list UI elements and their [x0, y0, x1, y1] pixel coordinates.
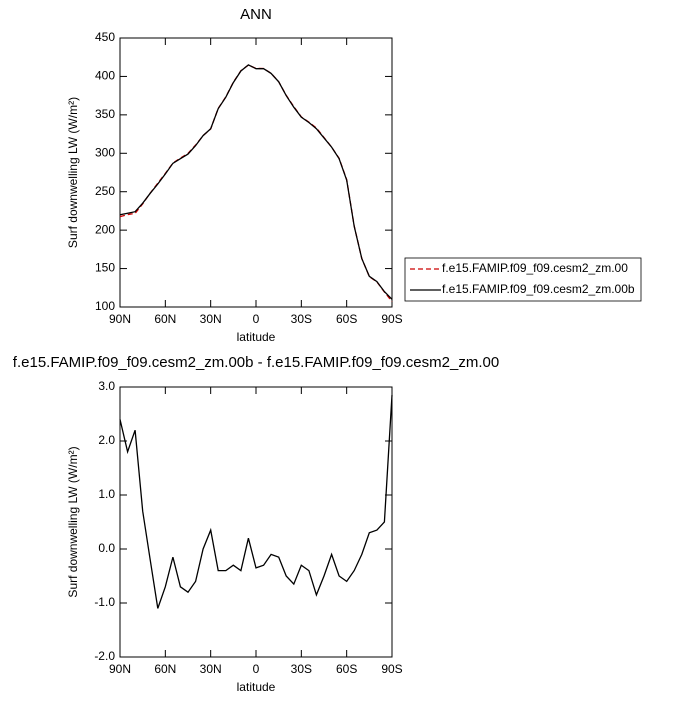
x-tick-label: 30S [291, 312, 312, 326]
y-tick-label: 1.0 [98, 487, 115, 501]
chart-title: ANN [240, 6, 272, 23]
y-tick-label: 300 [95, 145, 115, 159]
plot-frame [119, 37, 393, 308]
legend-label: f.e15.FAMIP.f09_f09.cesm2_zm.00 [442, 261, 628, 275]
y-tick-label: 350 [95, 107, 115, 121]
x-tick-label: 0 [253, 312, 260, 326]
legend-label: f.e15.FAMIP.f09_f09.cesm2_zm.00b [442, 282, 635, 296]
x-tick-label: 60N [154, 312, 176, 326]
x-tick-label: 30S [291, 662, 312, 676]
x-tick-label: 60S [336, 662, 357, 676]
data-line [119, 64, 393, 302]
y-tick-label: -2.0 [94, 649, 115, 663]
x-axis-label: latitude [237, 330, 276, 344]
x-tick-label: 90S [381, 312, 402, 326]
x-axis-label: latitude [237, 680, 276, 694]
y-tick-label: 450 [95, 30, 115, 44]
x-tick-label: 90S [381, 662, 402, 676]
chart-title: f.e15.FAMIP.f09_f09.cesm2_zm.00b - f.e15… [13, 354, 499, 371]
y-tick-label: 2.0 [98, 433, 115, 447]
data-line [119, 64, 393, 300]
y-tick-label: -1.0 [94, 595, 115, 609]
y-tick-label: 200 [95, 222, 115, 236]
y-tick-label: 400 [95, 69, 115, 83]
y-tick-label: 150 [95, 261, 115, 275]
y-tick-label: 3.0 [98, 379, 115, 393]
x-tick-label: 0 [253, 662, 260, 676]
y-tick-label: 0.0 [98, 541, 115, 555]
x-tick-label: 60S [336, 312, 357, 326]
x-tick-label: 60N [154, 662, 176, 676]
legend-box [404, 257, 642, 302]
x-tick-label: 90N [109, 662, 131, 676]
plot-frame [119, 386, 393, 658]
x-tick-label: 90N [109, 312, 131, 326]
data-line [119, 395, 393, 609]
y-tick-label: 250 [95, 184, 115, 198]
x-tick-label: 30N [200, 662, 222, 676]
y-axis-label: Surf downwelling LW (W/m²) [66, 446, 80, 597]
y-tick-label: 100 [95, 299, 115, 313]
x-tick-label: 30N [200, 312, 222, 326]
y-axis-label: Surf downwelling LW (W/m²) [66, 97, 80, 248]
